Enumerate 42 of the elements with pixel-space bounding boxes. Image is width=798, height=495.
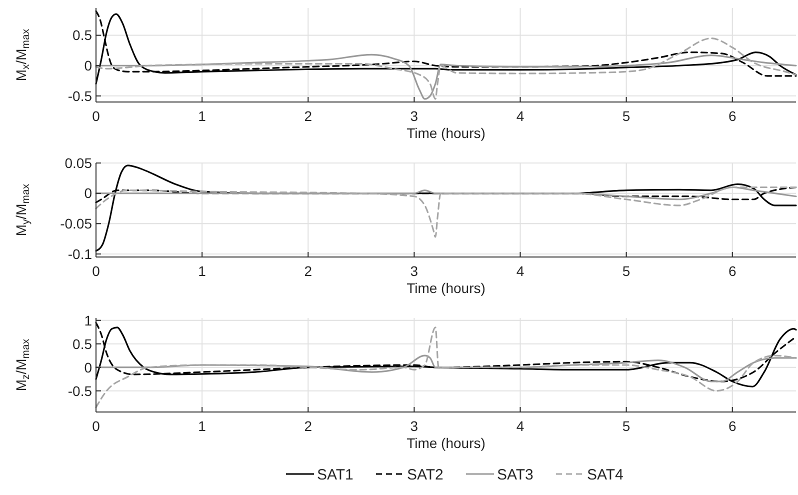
y-tick-label: 0	[84, 359, 92, 376]
legend-label: SAT3	[497, 466, 534, 484]
line-series	[95, 186, 797, 238]
x-tick-label: 5	[622, 108, 630, 124]
x-tick-label: 2	[304, 418, 312, 434]
x-axis-title: Time (hours)	[406, 435, 486, 451]
legend-label: SAT4	[587, 466, 624, 484]
y-tick-label: 0.05	[64, 154, 92, 171]
legend-label: SAT1	[317, 466, 354, 484]
x-tick-label: 3	[410, 418, 418, 434]
x-tick-label: 4	[516, 263, 524, 279]
x-tick-label: 4	[516, 418, 524, 434]
line-series	[95, 326, 797, 408]
legend-label: SAT2	[407, 466, 444, 484]
x-tick-label: 3	[410, 263, 418, 279]
y-tick-label: -0.1	[68, 246, 92, 262]
x-tick-label: 5	[622, 263, 630, 279]
x-tick-label: 1	[198, 418, 206, 434]
x-tick-label: 4	[516, 108, 524, 124]
x-tick-label: 6	[728, 263, 736, 279]
x-tick-label: 6	[728, 108, 736, 124]
y-tick-label: -0.5	[68, 382, 92, 399]
y-tick-label: 0	[84, 185, 92, 202]
line-series	[95, 186, 797, 200]
x-tick-label: 2	[304, 263, 312, 279]
x-tick-label: 6	[728, 418, 736, 434]
y-tick-label: 0.5	[72, 336, 92, 352]
x-axis-title: Time (hours)	[406, 280, 486, 296]
y-tick-label: 0.5	[72, 27, 92, 44]
x-axis-title: Time (hours)	[406, 125, 486, 141]
y-tick-label: 0	[84, 58, 92, 74]
x-tick-label: 1	[198, 108, 206, 124]
y-tick-label: 1	[84, 312, 92, 328]
line-series	[95, 38, 797, 100]
x-tick-label: 2	[304, 108, 312, 124]
y-tick-label: -0.5	[68, 88, 92, 104]
x-tick-label: 5	[622, 418, 630, 434]
y-tick-label: -0.05	[60, 216, 92, 232]
line-series	[95, 354, 797, 382]
line-series	[95, 54, 797, 100]
x-tick-label: 1	[198, 263, 206, 279]
x-tick-label: 3	[410, 108, 418, 124]
